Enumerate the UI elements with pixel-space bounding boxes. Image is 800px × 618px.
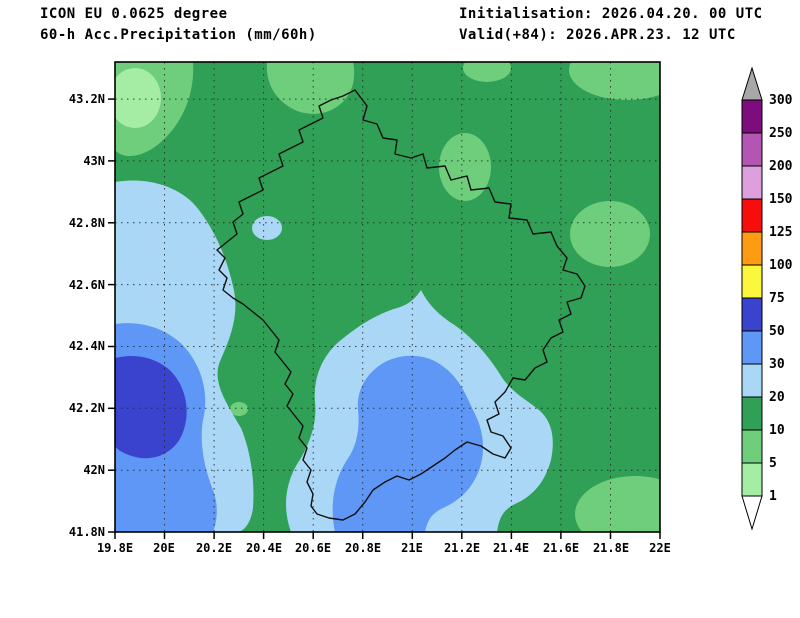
x-tick-label: 22E — [649, 541, 671, 555]
precip-patch — [230, 402, 248, 416]
colorbar-segment — [741, 330, 763, 365]
precip-patch — [332, 355, 483, 532]
colorbar-segment — [741, 165, 763, 200]
colorbar-segment — [741, 297, 763, 332]
colorbar-label: 50 — [769, 324, 785, 339]
colorbar-label: 75 — [769, 291, 785, 306]
country-border — [216, 89, 586, 521]
x-tick-label: 20.6E — [295, 541, 331, 555]
x-tick-label: 20.8E — [345, 541, 381, 555]
x-tick-label: 19.8E — [97, 541, 133, 555]
y-tick-label: 43N — [83, 154, 105, 168]
x-axis-labels: 19.8E 20E 20.2E 20.4E 20.6E 20.8E 21E 21… — [97, 541, 671, 555]
colorbar-label: 100 — [769, 258, 793, 273]
precip-regions-5-10 — [115, 62, 660, 532]
colorbar-label: 200 — [769, 159, 793, 174]
x-tick-label: 21E — [401, 541, 423, 555]
valid-time-text: Valid(+84): 2026.APR.23. 12 UTC — [459, 27, 736, 43]
colorbar-label: 250 — [769, 126, 793, 141]
precip-patch — [252, 216, 282, 240]
x-tick-label: 21.2E — [444, 541, 480, 555]
y-tick-label: 42.8N — [69, 216, 105, 230]
precip-patch — [570, 201, 650, 267]
colorbar-segment — [741, 396, 763, 431]
x-tick-label: 20.4E — [246, 541, 282, 555]
precip-patch — [575, 476, 660, 532]
map-plot-area — [115, 62, 660, 532]
model-title: ICON EU 0.0625 degree — [40, 6, 228, 22]
x-tick-label: 21.6E — [543, 541, 579, 555]
colorbar-under-triangle — [741, 495, 763, 531]
colorbar-segment — [741, 231, 763, 266]
colorbar-labels: 300 250 200 150 125 100 75 50 30 20 10 5… — [769, 93, 793, 504]
colorbar-label: 30 — [769, 357, 785, 372]
colorbar-label: 20 — [769, 390, 785, 405]
colorbar-segment — [741, 429, 763, 464]
y-tick-label: 42.6N — [69, 278, 105, 292]
x-tick-label: 20.2E — [196, 541, 232, 555]
initialisation-text: Initialisation: 2026.04.20. 00 UTC — [459, 6, 763, 22]
plot-frame — [114, 61, 661, 533]
grid-lines — [115, 62, 660, 532]
colorbar: 300 250 200 150 125 100 75 50 30 20 10 5… — [741, 66, 793, 531]
precip-patch — [439, 133, 491, 201]
colorbar-label: 1 — [769, 489, 777, 504]
colorbar-label: 5 — [769, 456, 777, 471]
x-tick-label: 21.8E — [593, 541, 629, 555]
colorbar-segment — [741, 264, 763, 299]
y-tick-label: 43.2N — [69, 92, 105, 106]
colorbar-segment — [741, 198, 763, 233]
precip-patch — [463, 62, 511, 82]
colorbar-label: 300 — [769, 93, 793, 108]
x-tick-label: 20E — [153, 541, 175, 555]
axis-ticks — [108, 98, 661, 539]
y-tick-label: 42N — [83, 463, 105, 477]
colorbar-label: 125 — [769, 225, 792, 240]
colorbar-over-triangle — [741, 66, 763, 101]
precip-patch — [569, 62, 660, 100]
colorbar-segment — [741, 99, 763, 134]
y-tick-label: 42.4N — [69, 339, 105, 353]
colorbar-label: 150 — [769, 192, 793, 207]
colorbar-label: 10 — [769, 423, 785, 438]
y-tick-label: 41.8N — [69, 525, 105, 539]
precip-patch — [266, 62, 355, 114]
x-tick-label: 21.4E — [493, 541, 529, 555]
precip-region-1-5 — [115, 68, 161, 128]
colorbar-segment — [741, 363, 763, 398]
colorbar-segment — [741, 132, 763, 167]
precip-region-50-75 — [115, 356, 187, 459]
colorbar-segment — [741, 462, 763, 497]
y-tick-label: 42.2N — [69, 401, 105, 415]
y-axis-labels: 43.2N 43N 42.8N 42.6N 42.4N 42.2N 42N 41… — [69, 92, 105, 539]
product-title: 60-h Acc.Precipitation (mm/60h) — [40, 27, 317, 43]
